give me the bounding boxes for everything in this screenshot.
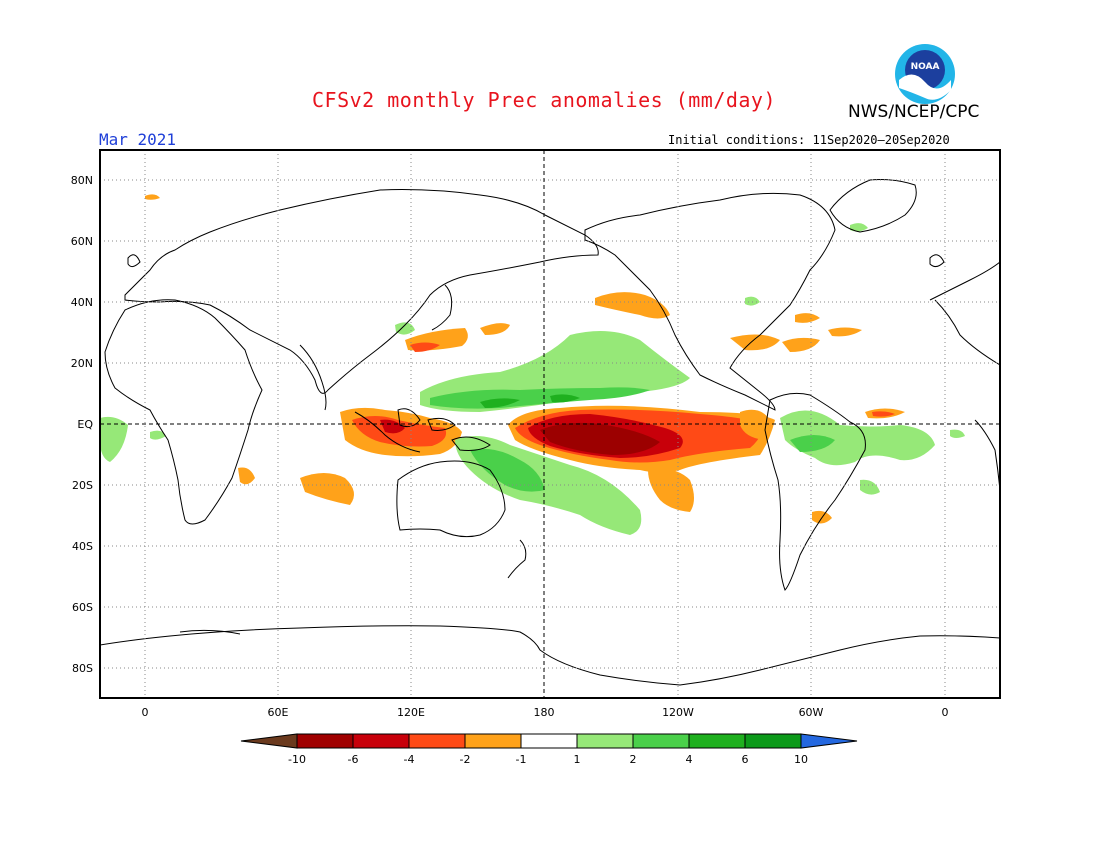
- tick-lat-40s: 40S: [72, 540, 93, 553]
- tick-lat-40n: 40N: [71, 296, 93, 309]
- colorbar-label: -1: [516, 753, 527, 766]
- colorbar-segment: [576, 733, 634, 749]
- colorbar-label: 1: [574, 753, 581, 766]
- graticule: [100, 150, 1000, 698]
- maritime-dry: [340, 407, 462, 457]
- colorbar-label: -6: [348, 753, 359, 766]
- anomaly-shading: [100, 194, 965, 535]
- noaa-logo: NOAA: [895, 44, 955, 104]
- colorbar-segment: [744, 733, 802, 749]
- pacific-dry-core: [540, 422, 660, 455]
- tick-lat-80n: 80N: [71, 174, 93, 187]
- initial-conditions: Initial conditions: 11Sep2020–20Sep2020: [668, 133, 950, 147]
- lon-ticks: 0 60E 120E 180 120W 60W 0: [142, 706, 949, 719]
- tick-lat-20s: 20S: [72, 479, 93, 492]
- pacific-dry-strong: [528, 414, 683, 458]
- colorbar-label: 10: [794, 753, 808, 766]
- colorbar-label: -10: [288, 753, 306, 766]
- colorbar-segment: [688, 733, 746, 749]
- tick-lon-60w: 60W: [799, 706, 824, 719]
- colorbar-upper-arrow: [800, 733, 858, 749]
- tick-lon-0: 0: [142, 706, 149, 719]
- colorbar-segment: [296, 733, 354, 749]
- tick-lat-60n: 60N: [71, 235, 93, 248]
- colorbar-label: 4: [686, 753, 693, 766]
- tick-lat-eq: EQ: [77, 418, 93, 431]
- logo-text: NOAA: [911, 62, 940, 72]
- colorbar-label: -4: [404, 753, 415, 766]
- colorbar-label: -2: [460, 753, 471, 766]
- colorbar-label: 2: [630, 753, 637, 766]
- tick-lat-80s: 80S: [72, 662, 93, 675]
- map-frame: [99, 149, 1001, 699]
- reference-lines: [100, 150, 1000, 698]
- agency-label: NWS/NCEP/CPC: [848, 102, 980, 122]
- colorbar: -10 -6 -4 -2 -1 1 2 4 6 10: [240, 733, 858, 766]
- north-pacific-wet: [420, 331, 690, 412]
- chart-title: CFSv2 monthly Prec anomalies (mm/day): [312, 88, 777, 112]
- tick-lon-120e: 120E: [397, 706, 425, 719]
- tick-lon-60e: 60E: [268, 706, 289, 719]
- colorbar-segment: [408, 733, 466, 749]
- pacific-dry: [515, 409, 765, 463]
- tick-lon-120w: 120W: [662, 706, 694, 719]
- south-pacific-wet: [455, 436, 642, 535]
- coastlines: [100, 179, 1000, 686]
- pacific-dry-outer: [508, 405, 775, 473]
- colorbar-segment: [352, 733, 410, 749]
- valid-month: Mar 2021: [99, 130, 177, 149]
- colorbar-segment: [520, 733, 578, 749]
- colorbar-segment: [464, 733, 522, 749]
- tick-lat-20n: 20N: [71, 357, 93, 370]
- colorbar-label: 6: [742, 753, 749, 766]
- lat-ticks: 80N 60N 40N 20N EQ 20S 40S 60S 80S: [71, 174, 94, 675]
- tick-lat-60s: 60S: [72, 601, 93, 614]
- tick-lon-0-right: 0: [942, 706, 949, 719]
- south-america-wet: [780, 410, 935, 466]
- colorbar-segment: [632, 733, 690, 749]
- tick-lon-180: 180: [534, 706, 555, 719]
- colorbar-lower-arrow: [240, 733, 298, 749]
